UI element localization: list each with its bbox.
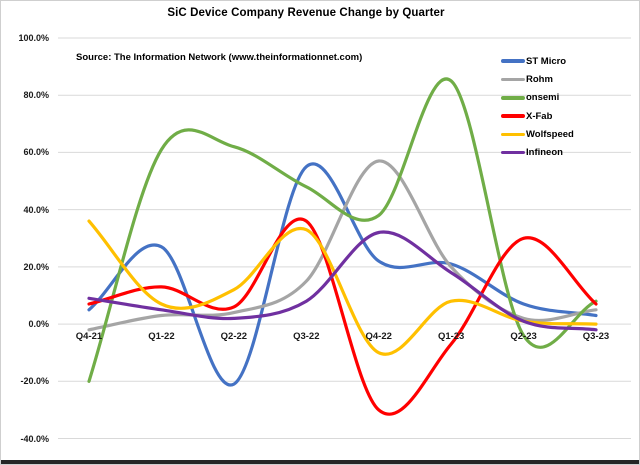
legend-item-onsemi: onsemi bbox=[501, 89, 631, 107]
legend-swatch bbox=[501, 114, 525, 118]
legend: ST Micro Rohm onsemi X-Fab Wolfspeed Infineon bbox=[501, 52, 631, 162]
y-axis-tick-label: 60.0% bbox=[23, 147, 49, 158]
series-line-x-fab bbox=[87, 217, 598, 416]
x-axis-tick-label: Q4-21 bbox=[75, 331, 103, 342]
x-axis-tick-label: Q1-23 bbox=[437, 331, 465, 342]
y-axis-tick-label: -20.0% bbox=[20, 376, 49, 387]
series-line-onsemi bbox=[87, 77, 598, 383]
legend-item-infineon: Infineon bbox=[501, 143, 631, 161]
series-line-st-micro bbox=[87, 162, 598, 387]
legend-item-st-micro: ST Micro bbox=[501, 52, 631, 70]
legend-swatch bbox=[501, 59, 525, 63]
x-axis-tick-label: Q3-23 bbox=[582, 331, 610, 342]
x-axis-tick-label: Q3-22 bbox=[293, 331, 320, 342]
y-axis-tick-label: -40.0% bbox=[20, 433, 49, 444]
x-axis-tick-label: Q1-22 bbox=[148, 331, 175, 342]
legend-swatch bbox=[501, 150, 525, 155]
legend-item-rohm: Rohm bbox=[501, 70, 631, 88]
chart-title: SiC Device Company Revenue Change by Qua… bbox=[167, 7, 445, 19]
source-note: Source: The Information Network (www.the… bbox=[76, 52, 363, 63]
y-axis-tick-label: 100.0% bbox=[18, 33, 49, 43]
series-line-infineon bbox=[87, 230, 598, 332]
x-axis-tick-label: Q2-23 bbox=[510, 331, 537, 342]
legend-swatch bbox=[501, 132, 525, 137]
x-axis-tick-label: Q4-22 bbox=[365, 331, 392, 342]
legend-label: Wolfspeed bbox=[526, 128, 574, 140]
y-axis-tick-label: 20.0% bbox=[23, 261, 49, 272]
series-line-wolfspeed bbox=[87, 219, 598, 356]
legend-swatch bbox=[501, 77, 525, 82]
y-axis-tick-label: 80.0% bbox=[23, 90, 49, 101]
legend-label: Rohm bbox=[526, 73, 553, 85]
legend-label: onsemi bbox=[526, 92, 560, 104]
y-axis-tick-label: 0.0% bbox=[28, 319, 49, 330]
legend-label: ST Micro bbox=[526, 55, 567, 67]
bottom-border bbox=[1, 460, 639, 464]
legend-label: Infineon bbox=[526, 147, 563, 159]
legend-item-wolfspeed: Wolfspeed bbox=[501, 125, 631, 143]
x-axis-tick-label: Q2-22 bbox=[220, 331, 248, 342]
legend-item-x-fab: X-Fab bbox=[501, 107, 631, 125]
y-axis-tick-label: 40.0% bbox=[23, 204, 49, 215]
legend-label: X-Fab bbox=[526, 110, 553, 122]
legend-swatch bbox=[501, 95, 525, 100]
